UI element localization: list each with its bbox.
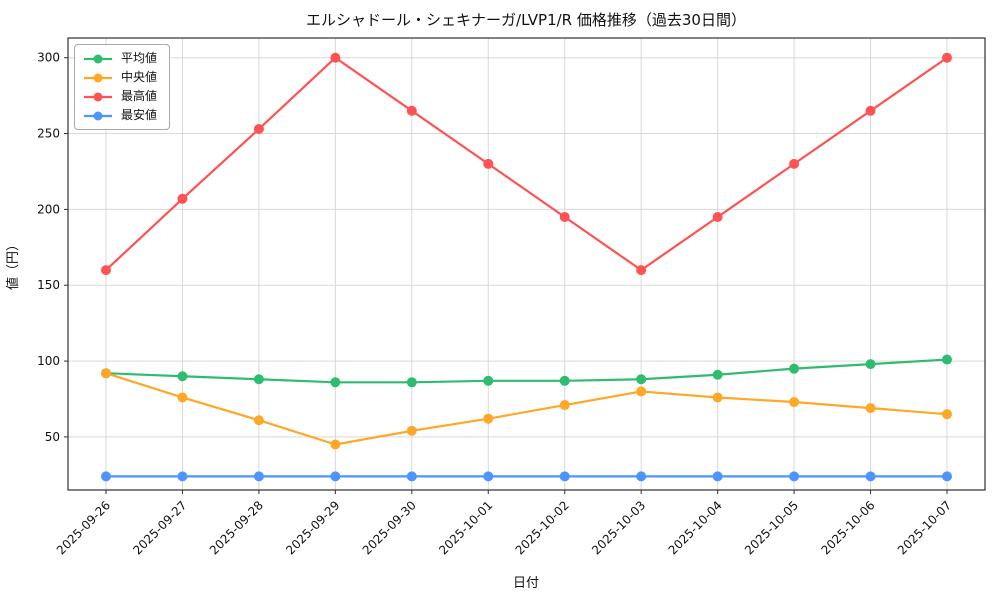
series-marker-3 bbox=[712, 471, 723, 482]
legend-item-2: 最高値 bbox=[83, 89, 157, 104]
legend-label: 中央値 bbox=[121, 70, 158, 84]
series-marker-0 bbox=[253, 374, 264, 385]
x-tick-label: 2025-10-05 bbox=[742, 498, 801, 557]
series-marker-1 bbox=[406, 425, 417, 436]
chart-title: エルシャドール・シェキナーガ/LVP1/R 価格推移（過去30日間） bbox=[306, 11, 746, 29]
x-tick-label: 2025-09-26 bbox=[54, 498, 113, 557]
series-marker-0 bbox=[789, 363, 800, 374]
series-marker-1 bbox=[712, 392, 723, 403]
y-tick-label: 150 bbox=[37, 278, 60, 292]
series-marker-2 bbox=[253, 124, 264, 135]
series-marker-0 bbox=[330, 377, 341, 388]
series-line-0 bbox=[104, 358, 949, 384]
tick-layer: 50 100 150 200 250 300 2025-09-26 2025-09-27 202… bbox=[37, 51, 954, 558]
series-marker-1 bbox=[636, 386, 647, 397]
legend-marker bbox=[93, 111, 103, 120]
series-marker-0 bbox=[712, 369, 723, 380]
series-marker-2 bbox=[712, 211, 723, 222]
series-marker-2 bbox=[330, 52, 341, 63]
series-marker-1 bbox=[559, 400, 570, 411]
plot-border bbox=[67, 37, 986, 491]
x-tick-label: 2025-10-07 bbox=[895, 498, 954, 557]
series-marker-1 bbox=[942, 409, 952, 420]
series-marker-2 bbox=[177, 193, 188, 204]
legend-line-swatch bbox=[84, 54, 112, 63]
x-axis-label: 日付 bbox=[513, 576, 539, 591]
series-marker-2 bbox=[789, 158, 800, 169]
x-tick-label: 2025-10-04 bbox=[666, 498, 725, 557]
series-marker-3 bbox=[330, 471, 341, 482]
x-tick-label: 2025-09-28 bbox=[207, 498, 266, 557]
legend-line-swatch bbox=[84, 111, 112, 120]
series-marker-2 bbox=[559, 211, 570, 222]
series-marker-3 bbox=[559, 471, 570, 482]
series-marker-1 bbox=[330, 439, 341, 450]
y-axis-label: 値（円） bbox=[5, 238, 21, 290]
legend-item-3: 最安値 bbox=[83, 108, 157, 123]
series-marker-2 bbox=[483, 158, 494, 169]
series-line-2 bbox=[104, 56, 949, 272]
x-tick-label: 2025-10-01 bbox=[436, 498, 495, 557]
x-tick-label: 2025-10-03 bbox=[589, 498, 648, 557]
series-marker-2 bbox=[865, 105, 876, 116]
series-marker-1 bbox=[177, 392, 188, 403]
series-marker-3 bbox=[636, 471, 647, 482]
series-marker-0 bbox=[483, 375, 494, 386]
series-marker-0 bbox=[865, 359, 876, 370]
x-tick-label: 2025-09-30 bbox=[360, 498, 419, 557]
y-tick-label: 100 bbox=[37, 354, 60, 368]
legend: 平均値中央値最高値最安値 bbox=[74, 44, 171, 130]
y-tick-label: 250 bbox=[37, 127, 60, 141]
series-marker-1 bbox=[101, 368, 111, 379]
series-marker-0 bbox=[636, 374, 647, 385]
series-line-1 bbox=[104, 372, 949, 446]
legend-label: 最高値 bbox=[121, 89, 158, 103]
legend-item-1: 中央値 bbox=[83, 70, 157, 85]
legend-line-swatch bbox=[84, 92, 112, 101]
series-marker-1 bbox=[865, 403, 876, 414]
legend-marker bbox=[93, 92, 103, 101]
series-marker-3 bbox=[483, 471, 494, 482]
series-marker-3 bbox=[406, 471, 417, 482]
series-marker-3 bbox=[865, 471, 876, 482]
series-marker-0 bbox=[559, 375, 570, 386]
legend-label: 平均値 bbox=[121, 51, 158, 65]
series-marker-1 bbox=[253, 415, 264, 426]
x-tick-label: 2025-10-06 bbox=[818, 498, 877, 557]
x-tick-label: 2025-10-02 bbox=[513, 498, 572, 557]
series-marker-1 bbox=[789, 397, 800, 408]
legend-label: 最安値 bbox=[121, 108, 158, 122]
series-layer bbox=[101, 52, 952, 482]
grid-layer bbox=[68, 38, 985, 490]
series-marker-0 bbox=[177, 371, 188, 382]
legend-marker bbox=[93, 73, 103, 82]
legend-item-0: 平均値 bbox=[83, 51, 157, 66]
series-marker-2 bbox=[101, 265, 111, 276]
series-marker-0 bbox=[942, 354, 952, 365]
legend-line-swatch bbox=[84, 73, 112, 82]
x-tick-label: 2025-09-27 bbox=[130, 498, 189, 557]
series-marker-3 bbox=[177, 471, 188, 482]
series-marker-3 bbox=[942, 471, 952, 482]
y-tick-label: 200 bbox=[37, 202, 60, 216]
series-marker-3 bbox=[789, 471, 800, 482]
series-marker-1 bbox=[483, 413, 494, 424]
series-marker-3 bbox=[101, 471, 111, 482]
y-tick-label: 50 bbox=[45, 430, 60, 444]
series-marker-3 bbox=[253, 471, 264, 482]
series-marker-2 bbox=[942, 52, 952, 63]
series-marker-0 bbox=[406, 377, 417, 388]
y-tick-label: 300 bbox=[37, 51, 60, 65]
series-marker-2 bbox=[636, 265, 647, 276]
series-marker-2 bbox=[406, 105, 417, 116]
legend-marker bbox=[93, 54, 103, 63]
x-tick-label: 2025-09-29 bbox=[283, 498, 342, 557]
